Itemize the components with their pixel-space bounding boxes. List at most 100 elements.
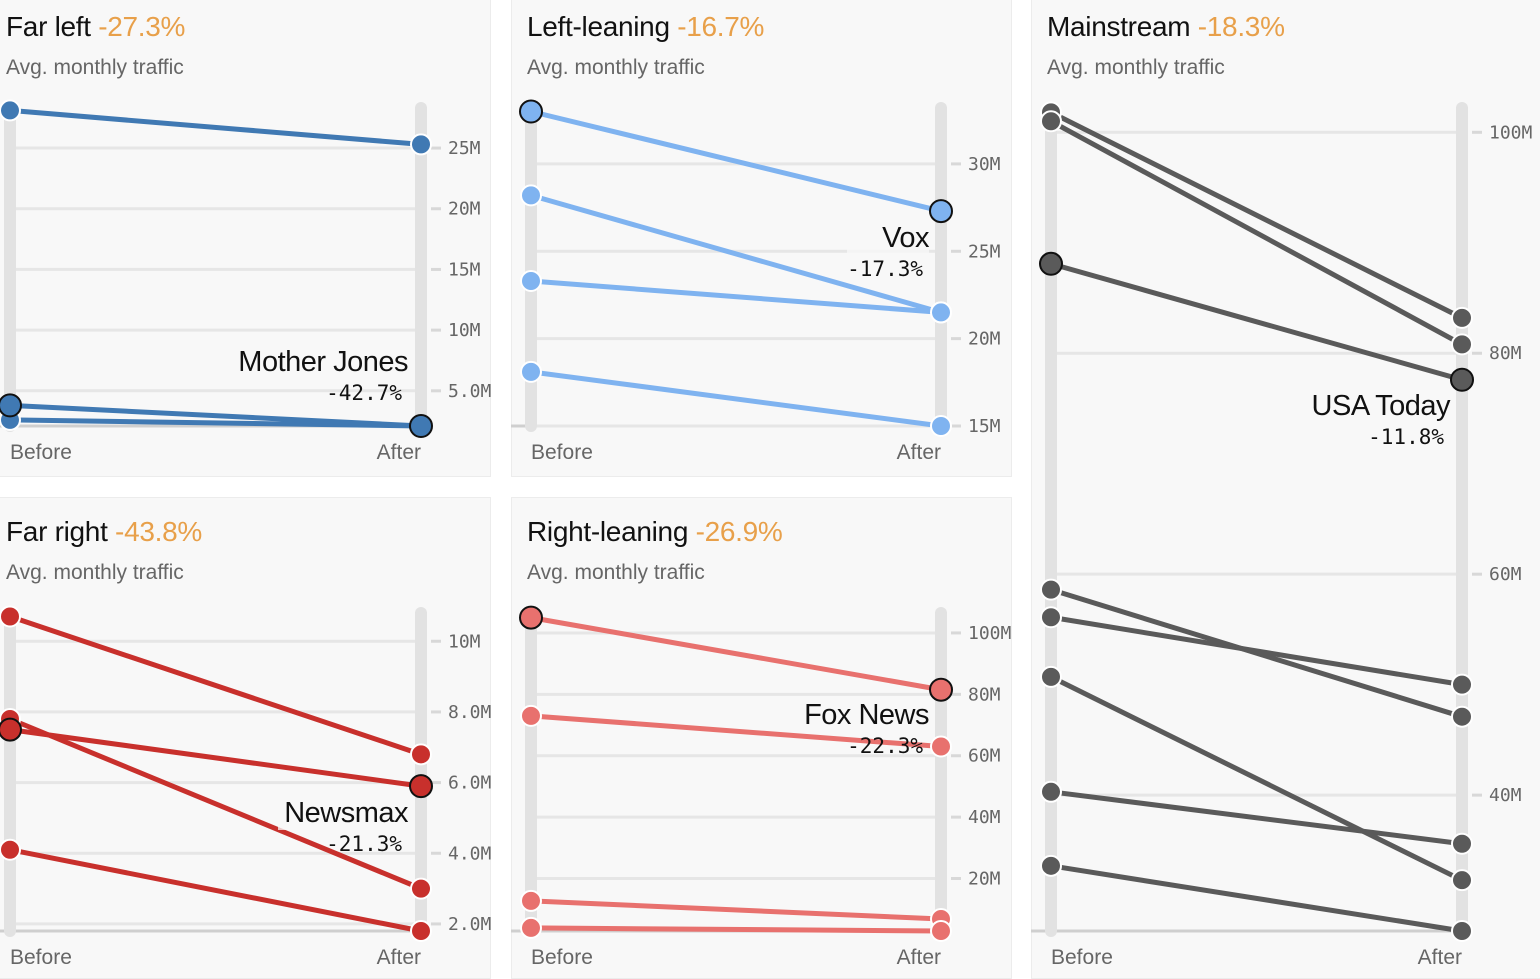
chart-subtitle: Avg. monthly traffic bbox=[527, 561, 705, 584]
y-tick-label: 20M bbox=[968, 869, 1001, 890]
x-label-before: Before bbox=[10, 946, 72, 969]
x-label-after: After bbox=[1418, 946, 1462, 969]
series-line bbox=[1049, 674, 1464, 883]
point-before bbox=[0, 717, 22, 742]
point-after bbox=[1451, 869, 1473, 892]
y-tick-label: 20M bbox=[968, 329, 1001, 350]
change-value: -27.3% bbox=[98, 11, 186, 42]
series-line bbox=[1050, 863, 1463, 934]
y-tick-label: 15M bbox=[968, 416, 1001, 437]
chart-4: 20M 40M 60M 80M 100M Before After bbox=[511, 605, 1012, 969]
y-tick-label: 25M bbox=[968, 241, 1001, 262]
chart-2: 40M 60M 80M 100M Before After bbox=[1031, 101, 1533, 969]
chart-subtitle: Avg. monthly traffic bbox=[1047, 56, 1225, 79]
y-tick-label: 8.0M bbox=[448, 702, 492, 723]
point-after bbox=[410, 920, 432, 942]
y-tick-label: 10M bbox=[448, 631, 481, 652]
series-line bbox=[9, 402, 422, 429]
x-label-after: After bbox=[377, 441, 421, 464]
point-after bbox=[929, 199, 953, 224]
series-line bbox=[1049, 119, 1464, 347]
series-change: -17.3% bbox=[847, 257, 923, 281]
series-line bbox=[9, 847, 422, 934]
point-before bbox=[520, 360, 542, 383]
y-tick-label: 40M bbox=[968, 807, 1001, 828]
point-before bbox=[1040, 606, 1062, 629]
series-name: Fox News bbox=[798, 699, 929, 732]
point-before bbox=[520, 184, 542, 207]
y-tick-label: 20M bbox=[448, 199, 481, 220]
point-after bbox=[1451, 920, 1473, 942]
point-after bbox=[930, 920, 952, 942]
y-tick-label: 60M bbox=[968, 746, 1001, 767]
chart-subtitle: Avg. monthly traffic bbox=[527, 56, 705, 79]
y-tick-label: 4.0M bbox=[448, 843, 492, 864]
y-tick-label: 100M bbox=[968, 623, 1012, 644]
y-tick-label: 80M bbox=[1489, 343, 1522, 364]
annotation-newsmax: Newsmax -21.3% bbox=[278, 797, 408, 856]
series-line bbox=[530, 615, 942, 693]
point-after bbox=[410, 877, 432, 900]
point-after bbox=[930, 415, 952, 437]
change-value: -43.8% bbox=[115, 516, 202, 547]
point-before bbox=[1040, 854, 1062, 877]
chart-subtitle: Avg. monthly traffic bbox=[6, 56, 184, 79]
change-value: -26.9% bbox=[695, 516, 783, 547]
panel-right-leaning bbox=[511, 497, 1012, 979]
point-before bbox=[519, 605, 543, 630]
y-tick-label: 10M bbox=[448, 320, 481, 341]
series-line bbox=[1050, 614, 1463, 688]
chart-3: 2.0M 4.0M 6.0M 8.0M 10M Before After bbox=[0, 605, 492, 969]
point-after bbox=[410, 133, 432, 156]
series-change: -21.3% bbox=[326, 832, 402, 856]
point-before bbox=[0, 838, 21, 861]
series-line bbox=[9, 727, 422, 789]
series-line bbox=[9, 716, 422, 891]
annotation-mother-jones: Mother Jones -42.7% bbox=[232, 346, 408, 405]
point-after bbox=[409, 414, 433, 438]
series-name: Newsmax bbox=[278, 797, 408, 830]
annotation-fox-news: Fox News -22.3% bbox=[798, 699, 929, 758]
series-line bbox=[530, 369, 942, 429]
series-line bbox=[9, 107, 422, 147]
series-name: Mother Jones bbox=[232, 346, 408, 379]
series-name: USA Today bbox=[1305, 390, 1451, 423]
series-line bbox=[1050, 789, 1463, 847]
y-tick-label: 15M bbox=[448, 259, 481, 280]
change-value: -18.3% bbox=[1197, 11, 1285, 42]
point-after bbox=[930, 735, 952, 758]
series-line bbox=[530, 713, 942, 750]
point-before bbox=[0, 605, 21, 628]
y-tick-label: 25M bbox=[448, 138, 481, 159]
chart-title: Far right -43.8% bbox=[6, 516, 202, 547]
point-before bbox=[519, 99, 543, 124]
y-tick-label: 30M bbox=[968, 154, 1001, 175]
point-before bbox=[1040, 110, 1062, 133]
annotation-vox: Vox -17.3% bbox=[847, 222, 929, 281]
series-name: Vox bbox=[847, 222, 929, 255]
x-label-after: After bbox=[897, 946, 941, 969]
point-after bbox=[1451, 832, 1473, 855]
series-line bbox=[530, 278, 942, 315]
y-tick-label: 100M bbox=[1489, 122, 1533, 143]
series-line bbox=[530, 109, 942, 214]
series-line bbox=[1049, 110, 1464, 321]
y-tick-label: 2.0M bbox=[448, 914, 492, 935]
annotation-usa-today: USA Today -11.8% bbox=[1305, 390, 1451, 449]
chart-title: Right-leaning -26.9% bbox=[527, 516, 783, 547]
change-value: -16.7% bbox=[677, 11, 765, 42]
x-label-before: Before bbox=[531, 441, 593, 464]
point-after bbox=[409, 774, 433, 799]
series-line bbox=[9, 614, 422, 757]
series-line bbox=[530, 192, 942, 315]
series-line bbox=[1050, 261, 1463, 383]
point-before bbox=[520, 889, 542, 912]
x-label-after: After bbox=[897, 441, 941, 464]
point-before bbox=[1039, 251, 1063, 276]
point-after bbox=[1451, 306, 1473, 329]
x-label-before: Before bbox=[10, 441, 72, 464]
series-change: -22.3% bbox=[847, 734, 923, 758]
series-line bbox=[530, 898, 942, 922]
point-before bbox=[0, 393, 22, 418]
x-label-after: After bbox=[377, 946, 421, 969]
